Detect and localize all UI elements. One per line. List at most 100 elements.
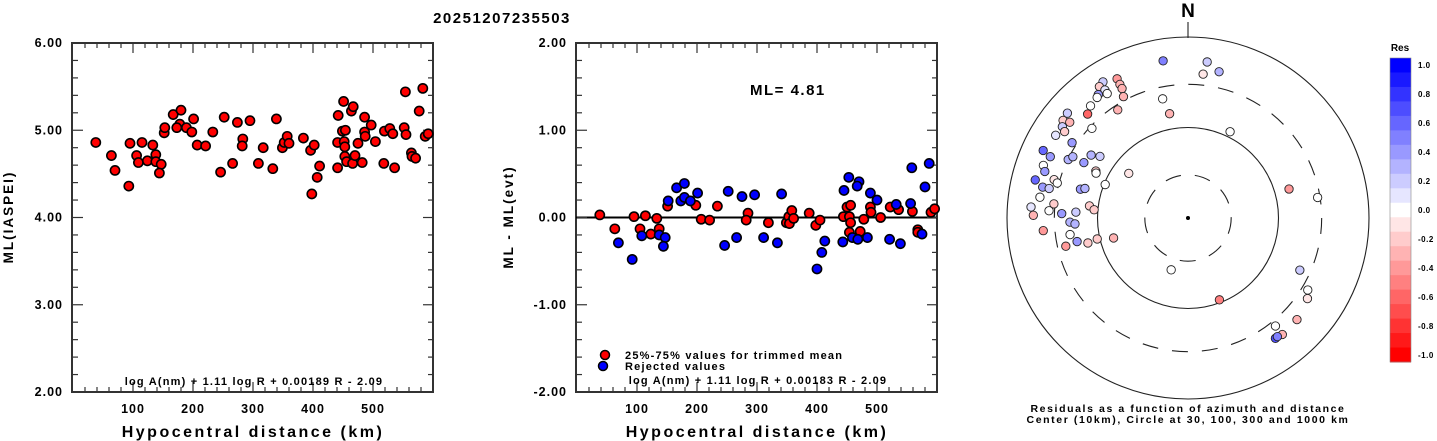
y-tick-label: 0.00 [539,211,567,225]
x-tick-labels: 100 200 300 400 500 [121,402,385,416]
station-point [1080,183,1090,194]
data-point [399,86,411,98]
station-point [1091,168,1101,178]
y-tick-label: -1.00 [534,298,568,312]
data-point [387,128,399,140]
ml-annotation: ML= 4.81 [750,82,826,99]
rejected-point [719,240,730,251]
data-point [218,111,230,123]
station-point [1270,321,1281,331]
data-point [186,126,198,138]
station-point [1079,157,1089,168]
rejected-point [758,232,769,243]
station-point [1113,105,1123,115]
caption-line-2: Center (10km), Circle at 30, 100, 300 an… [1027,414,1350,426]
colorbar-title: Res [1391,43,1410,54]
station-point [1092,92,1102,103]
data-point [306,188,318,200]
rejected-point [626,253,638,265]
rejected-point [816,246,828,258]
station-point [1225,127,1235,137]
colorbar-bin [1390,304,1411,320]
station-point [1295,265,1305,275]
ring-300km [1053,83,1323,353]
y-axis-label: ML - ML(evt) [501,165,516,268]
legend-label-rejected: Rejected values [625,361,726,373]
station-point [1044,206,1054,216]
data-point [352,137,364,149]
rejected-point [636,230,648,242]
station-point [1065,117,1075,127]
trimmed-point [814,214,826,226]
station-point [1158,56,1168,66]
station-point [1049,199,1059,209]
data-point [167,109,179,120]
formula-text: log A(nm) + 1.11 log R + 0.00183 R - 2.0… [629,375,888,387]
trimmed-point [929,203,940,215]
rejected-point [851,180,863,192]
data-point [136,137,148,148]
ring-30km [1144,174,1232,262]
colorbar-bin [1390,289,1411,305]
y-axis-label: ML(IASPEI) [1,171,16,264]
colorbar-frame [1389,57,1412,363]
colorbar-bin [1390,202,1411,218]
residual-colorbar: Res 1.0 0.8 0.6 0.4 0.2 0.0 -0.2 -0.4 -0.6 -0.8 -1… [1389,43,1434,363]
y-tick-label: 1.00 [539,123,567,137]
rejected-point [905,198,916,209]
station-point [1067,138,1077,148]
data-point [244,115,256,127]
rejected-point [862,232,873,243]
data-point [123,180,135,192]
colorbar-tick-label: -0.6 [1418,293,1434,302]
data-point [359,130,371,142]
trimmed-point [594,209,606,221]
legend-marker-red [599,349,611,361]
colorbar-bin [1390,159,1411,175]
colorbar-tick-label: 0.0 [1418,206,1431,215]
station-point [1284,184,1294,194]
colorbar-tick-label: 1.0 [1418,61,1431,70]
colorbar-bin [1390,130,1411,146]
x-tick-label: 300 [241,402,265,416]
data-point [90,137,102,148]
station-point [1312,192,1323,203]
y-tick-labels: 2.00 3.00 4.00 5.00 6.00 [35,36,63,399]
data-point [422,128,434,140]
rejected-point [906,162,918,174]
data-point [109,164,121,176]
x-tick-label: 500 [361,402,385,416]
data-point [297,132,309,144]
rejected-point [772,237,783,249]
data-point [349,150,361,161]
data-point [359,111,370,123]
rejected-point [658,240,669,252]
station-point [1083,238,1093,248]
data-point [147,139,159,151]
rejected-point [749,189,760,201]
trimmed-point [740,214,752,226]
data-point [236,140,248,152]
colorbar-tick-label: 0.4 [1418,148,1431,157]
trimmed-point [628,211,640,223]
station-point [1051,130,1061,140]
station-point [1062,108,1073,118]
colorbar-tick-label: 0.6 [1418,119,1431,128]
data-point [207,126,219,138]
y-tick-label: 6.00 [35,36,63,50]
station-point [1026,202,1036,212]
data-point [175,104,187,116]
trimmed-point [845,199,856,211]
colorbar-bin [1390,275,1411,291]
colorbar-bin [1390,231,1411,247]
y-tick-labels: -2.00 -1.00 0.00 1.00 2.00 [534,36,568,399]
rejected-point [692,187,703,199]
data-point [339,124,351,136]
station-point [1272,331,1283,342]
station-point [1085,101,1096,111]
trimmed-point [712,200,723,212]
trimmed-point [875,212,886,223]
station-point [1057,208,1067,219]
rejected-point [895,238,906,250]
rejected-point [919,181,931,193]
